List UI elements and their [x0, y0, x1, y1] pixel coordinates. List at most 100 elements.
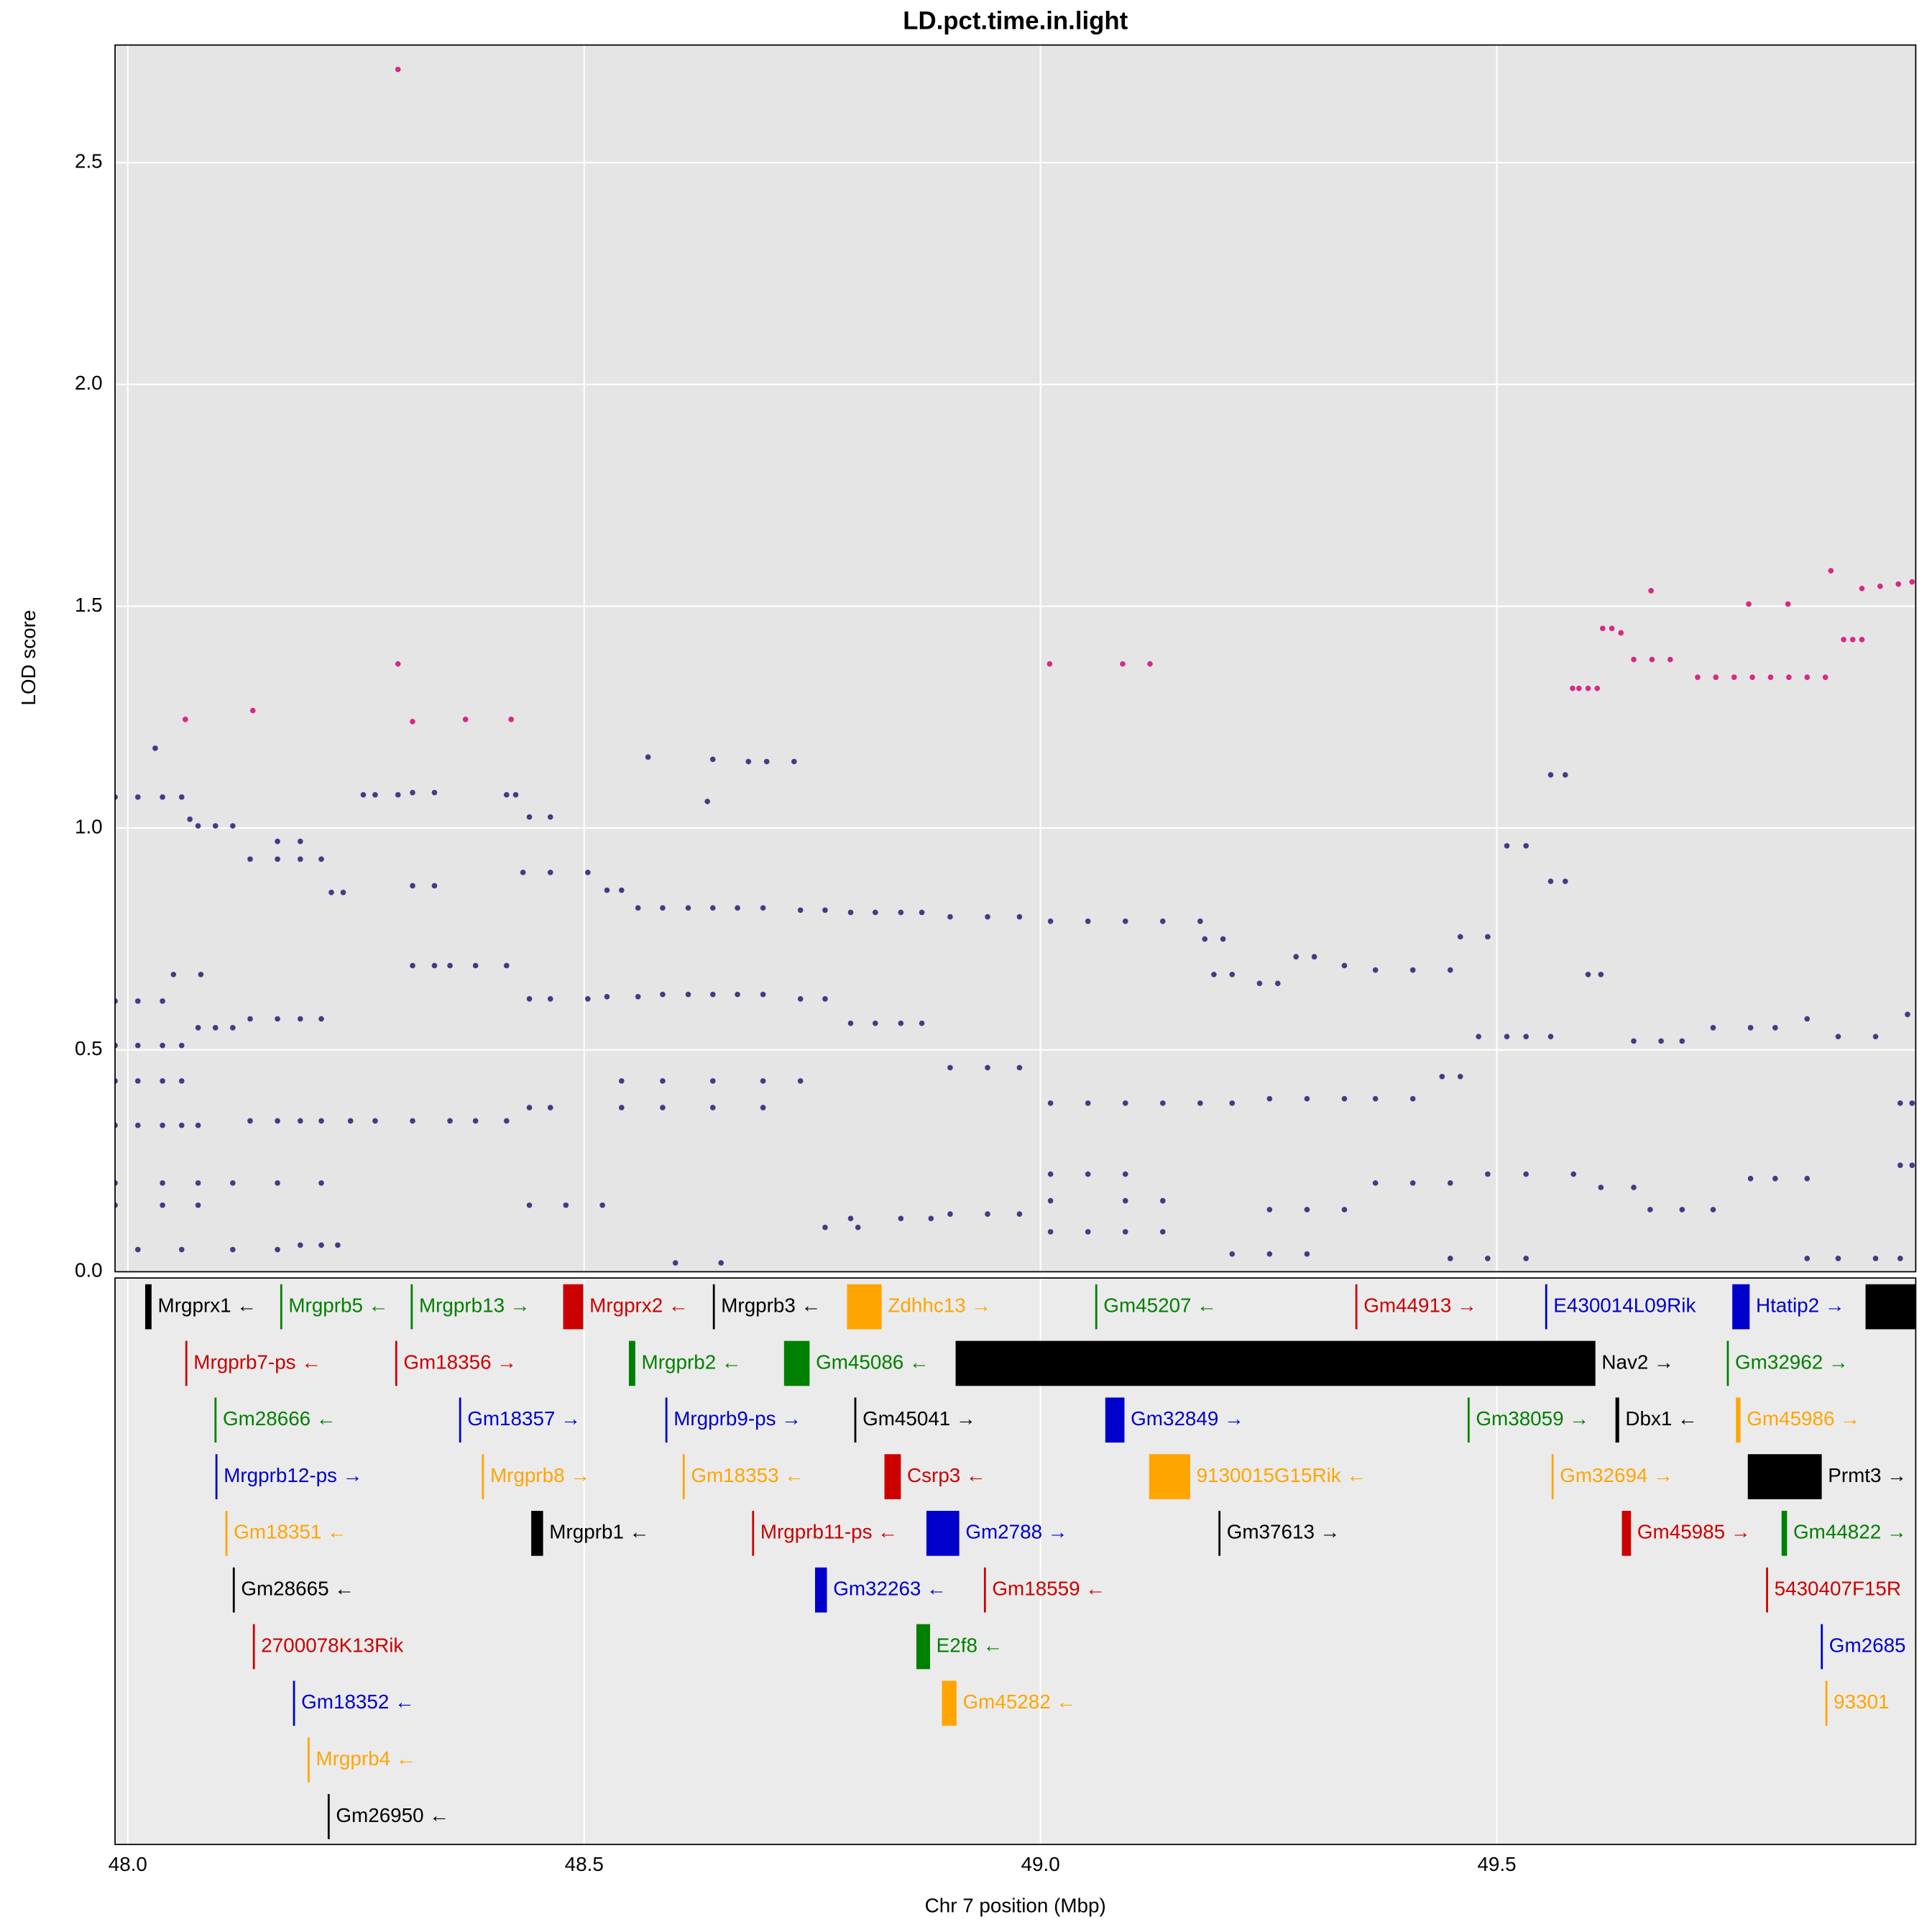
- point: [115, 1202, 118, 1208]
- point: [372, 791, 378, 798]
- point: [1476, 1034, 1481, 1040]
- point: [249, 707, 256, 714]
- point: [395, 661, 401, 667]
- gene-label: Gm45207 ←: [1103, 1294, 1217, 1316]
- point: [195, 823, 201, 829]
- point: [520, 870, 526, 875]
- gene-label: Gm18357 →: [467, 1407, 581, 1430]
- point: [152, 745, 158, 751]
- point: [1841, 636, 1846, 643]
- point: [115, 794, 118, 800]
- point: [1897, 1162, 1903, 1169]
- point: [1523, 1256, 1530, 1261]
- point: [1122, 1171, 1128, 1177]
- gene-bar: [1781, 1511, 1788, 1556]
- point: [230, 1180, 236, 1186]
- point: [763, 758, 770, 765]
- point: [1304, 1095, 1310, 1102]
- x-axis-label: Chr 7 position (Mbp): [925, 1895, 1106, 1917]
- point: [1872, 1256, 1879, 1261]
- point: [115, 998, 118, 1004]
- point: [1804, 674, 1811, 681]
- point: [1523, 842, 1530, 849]
- point: [1447, 967, 1453, 973]
- chart-title: LD.pct.time.in.light: [903, 8, 1128, 35]
- gene-bar: [280, 1284, 282, 1330]
- gene-bar: [410, 1284, 413, 1330]
- point: [1749, 674, 1755, 681]
- point: [410, 883, 415, 889]
- point: [447, 1118, 453, 1124]
- gene-label: Nav2 →: [1601, 1351, 1674, 1373]
- point: [1909, 1162, 1915, 1169]
- gene-label: Mrgprx1 ←: [158, 1294, 257, 1316]
- y-tick-label: 2.5: [75, 150, 103, 172]
- point: [847, 1020, 854, 1026]
- y-tick-label: 1.5: [75, 594, 103, 616]
- point: [660, 905, 666, 911]
- point: [1457, 934, 1463, 940]
- y-tick-label: 0.0: [75, 1259, 103, 1282]
- point: [1631, 656, 1637, 663]
- point: [160, 1122, 165, 1128]
- point: [760, 991, 766, 998]
- point: [1085, 1100, 1091, 1106]
- point: [1016, 1211, 1023, 1217]
- x-tick-label: 49.5: [1477, 1853, 1516, 1875]
- point: [410, 719, 415, 724]
- point: [1211, 971, 1217, 978]
- point: [526, 1202, 533, 1208]
- gene-bar: [1766, 1567, 1768, 1613]
- point: [395, 66, 401, 73]
- gene-label: Gm18559 ←: [992, 1578, 1105, 1600]
- point: [1547, 878, 1554, 885]
- point: [160, 998, 165, 1004]
- gene-label: Gm18353 ←: [691, 1464, 804, 1486]
- point: [1897, 1256, 1903, 1261]
- point: [1804, 1175, 1811, 1182]
- point: [195, 1202, 201, 1208]
- point: [503, 962, 510, 969]
- point: [1570, 1171, 1577, 1177]
- point: [275, 1246, 280, 1253]
- point: [1447, 1180, 1453, 1186]
- point: [526, 814, 533, 820]
- gene-label: Gm28666 ←: [223, 1407, 336, 1430]
- gene-label: Prmt3 →: [1828, 1464, 1907, 1486]
- y-tick-label: 0.5: [75, 1037, 103, 1059]
- gene-bar: [215, 1454, 218, 1499]
- gene-label: Mrgprb12-ps →: [224, 1464, 362, 1486]
- gene-label: Mrgprb9-ps →: [673, 1407, 801, 1430]
- point: [645, 754, 651, 760]
- point: [1631, 1184, 1637, 1190]
- point: [760, 1078, 766, 1084]
- point: [1197, 918, 1203, 924]
- gene-bar: [815, 1567, 827, 1613]
- point: [1266, 1095, 1273, 1102]
- point: [1598, 971, 1604, 978]
- point: [1746, 601, 1752, 607]
- gene-bar: [1105, 1397, 1125, 1443]
- point: [1485, 1256, 1491, 1261]
- point: [178, 1042, 185, 1049]
- point: [1576, 685, 1582, 691]
- gene-label: 93301: [1834, 1690, 1889, 1713]
- point: [1909, 579, 1915, 585]
- point: [115, 1078, 118, 1084]
- point: [503, 1118, 510, 1124]
- gene-bar: [327, 1794, 330, 1839]
- point: [178, 1122, 185, 1128]
- gene-label: 9130015G15Rik ←: [1197, 1464, 1367, 1486]
- point: [1804, 1256, 1811, 1261]
- gene-bar: [563, 1284, 584, 1330]
- gene-bar: [1622, 1511, 1632, 1556]
- point: [230, 823, 236, 829]
- point: [1274, 980, 1281, 986]
- point: [709, 991, 716, 998]
- point: [1485, 1171, 1491, 1177]
- point: [847, 1215, 854, 1222]
- gene-label: Mrgprb7-ps ←: [193, 1351, 321, 1373]
- gene-label: Mrgprx2 ←: [589, 1294, 689, 1316]
- point: [1016, 914, 1023, 920]
- plot-background: [115, 45, 1916, 1272]
